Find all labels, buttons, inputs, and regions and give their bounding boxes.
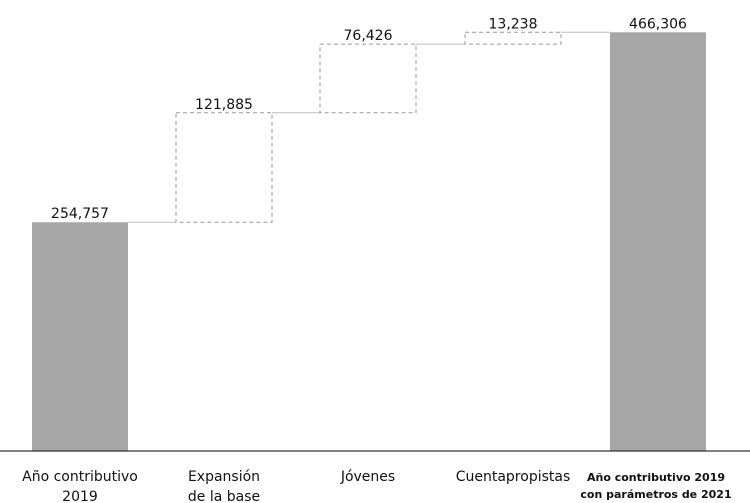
category-labels: Año contributivo 2019 Expansión de la base J…: [22, 469, 731, 503]
category-label-4: Año contributivo 2019 con parámetros de 2…: [580, 471, 731, 501]
total-bar-4: [610, 32, 706, 451]
connector-lines: [128, 31, 610, 223]
increment-bar-1: [175, 112, 273, 223]
category-label-1: Expansión de la base: [188, 469, 260, 503]
value-label-1: 121,885: [195, 97, 253, 113]
category-label-2: Jóvenes: [340, 469, 395, 485]
category-label-3: Cuentapropistas: [456, 469, 571, 485]
value-labels: 254,757 121,885 76,426 13,238 466,306: [51, 16, 687, 222]
value-label-4: 466,306: [629, 16, 687, 32]
bars: [32, 31, 706, 451]
increment-bar-2: [319, 43, 417, 114]
increment-bar-3: [464, 31, 562, 45]
value-label-0: 254,757: [51, 206, 109, 222]
value-label-2: 76,426: [344, 28, 393, 44]
category-label-0: Año contributivo 2019: [22, 469, 138, 503]
total-bar-0: [32, 222, 128, 451]
value-label-3: 13,238: [489, 16, 538, 32]
